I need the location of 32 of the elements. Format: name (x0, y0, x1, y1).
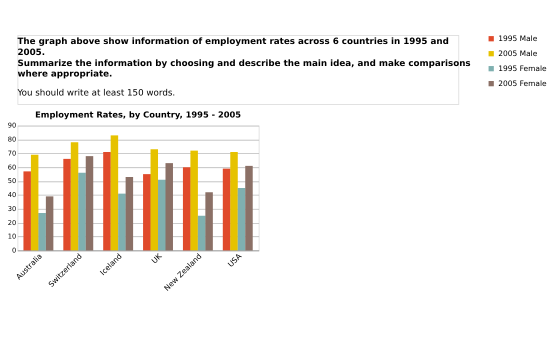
bar (126, 176, 134, 250)
bar (150, 149, 158, 250)
bar (70, 142, 78, 250)
bar (238, 188, 246, 250)
bar (23, 171, 31, 250)
legend-label: 2005 Female (498, 79, 548, 88)
legend-label: 2005 Male (498, 49, 538, 58)
bar (143, 174, 151, 250)
text: Summarize the information by choosing and describe the main idea, and make comparisons where appropriate. (17, 58, 471, 80)
bar (38, 212, 46, 250)
legend-label: 1995 Female (498, 64, 548, 74)
text: You should write at least 150 words. (16, 88, 176, 99)
bar (63, 158, 71, 250)
bar (198, 216, 206, 250)
legend-label: 1995 Male (498, 34, 538, 44)
chart-title: Employment Rates, by Country, 1995 - 2005 (35, 109, 242, 120)
bar (230, 152, 238, 250)
bar (190, 150, 198, 250)
bar (205, 192, 213, 250)
bar (30, 154, 38, 250)
bar (222, 168, 230, 250)
bar (103, 152, 111, 250)
bar (245, 166, 253, 250)
bar (46, 196, 54, 250)
bar (165, 163, 173, 250)
bar (86, 156, 94, 250)
text: The graph above show information of employment rates across 6 countries in 1995 and 2005. (17, 37, 449, 58)
bar (118, 194, 126, 250)
bar (182, 167, 190, 250)
bar (78, 172, 86, 250)
bar (158, 180, 166, 250)
bar (110, 135, 118, 250)
